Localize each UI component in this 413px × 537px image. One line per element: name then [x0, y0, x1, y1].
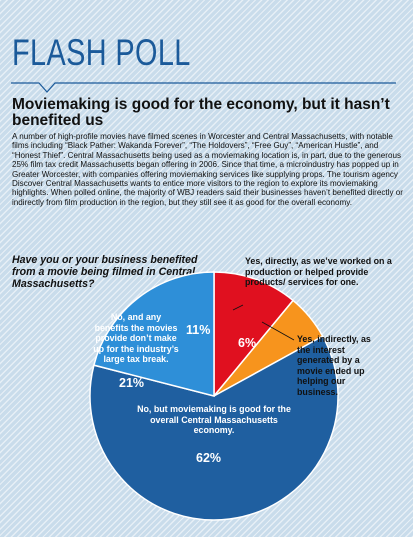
value-no-but-good: 62%: [196, 451, 222, 465]
leader-line-directly: [232, 304, 244, 311]
value-indirectly: 6%: [238, 336, 257, 350]
pie-slice-no-tax-break: [92, 271, 215, 397]
value-no-tax-break: 21%: [119, 376, 145, 390]
intro-paragraph: A number of high-profile movies have fil…: [12, 132, 403, 207]
callout-indirectly: Yes, indirectly, as the interest generat…: [297, 334, 371, 397]
label-no-tax-break: No, and any benefits the movies provide …: [93, 312, 179, 365]
leader-line-indirectly: [261, 321, 295, 341]
value-directly: 11%: [186, 323, 211, 337]
label-no-but-good: No, but moviemaking is good for the over…: [137, 404, 291, 436]
poll-kicker: FLASH POLL: [12, 32, 191, 73]
headline: Moviemaking is good for the economy, but…: [12, 96, 390, 129]
pie-slice-directly: [213, 271, 295, 399]
chart-title: Have you or your business benefited from…: [12, 254, 198, 290]
title-rule-divider: [11, 82, 396, 93]
callout-directly: Yes, directly, as we’ve worked on a prod…: [245, 256, 392, 288]
pie-slice-no-but-good: [89, 335, 339, 521]
